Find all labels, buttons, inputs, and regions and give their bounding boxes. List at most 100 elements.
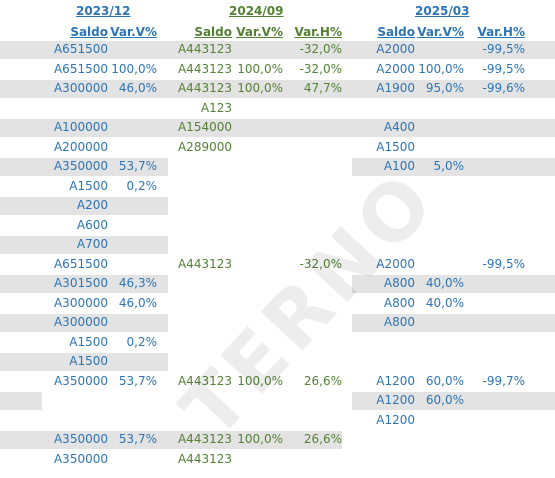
table-cell[interactable]: [232, 411, 283, 431]
table-cell[interactable]: 100,0%: [237, 81, 283, 95]
table-cell[interactable]: A600: [76, 217, 108, 232]
table-cell[interactable]: [352, 216, 415, 236]
table-cell[interactable]: A443123: [177, 81, 232, 95]
table-cell[interactable]: [284, 157, 342, 177]
table-cell[interactable]: A289000: [177, 139, 232, 154]
table-cell[interactable]: [417, 235, 464, 255]
table-cell[interactable]: [232, 177, 283, 197]
table-cell[interactable]: A651500: [53, 61, 108, 76]
table-cell[interactable]: A100: [383, 159, 415, 173]
table-cell[interactable]: [232, 235, 283, 255]
table-cell[interactable]: [168, 216, 232, 236]
table-cell[interactable]: A350000: [53, 373, 108, 388]
table-cell[interactable]: [168, 352, 232, 372]
table-cell[interactable]: 0,2%: [126, 334, 158, 349]
table-cell[interactable]: [168, 157, 232, 177]
table-cell[interactable]: -32,0%: [299, 61, 342, 76]
table-cell[interactable]: [417, 430, 464, 450]
table-cell[interactable]: 40,0%: [425, 276, 464, 290]
table-cell[interactable]: A2000: [376, 256, 415, 271]
table-cell[interactable]: [110, 196, 157, 216]
table-cell[interactable]: [284, 450, 342, 470]
table-cell[interactable]: A1200: [376, 373, 415, 388]
table-cell[interactable]: -32,0%: [299, 42, 342, 56]
table-cell[interactable]: A301500: [53, 276, 108, 290]
column-header-var-v[interactable]: Var.V%: [110, 25, 157, 39]
table-cell[interactable]: [110, 40, 157, 60]
table-cell[interactable]: 46,3%: [118, 276, 157, 290]
table-cell[interactable]: [417, 177, 464, 197]
table-cell[interactable]: [352, 450, 415, 470]
table-cell[interactable]: A100000: [53, 120, 108, 134]
table-cell[interactable]: [168, 196, 232, 216]
column-header-var-h[interactable]: Var.H%: [477, 25, 525, 39]
table-cell[interactable]: [168, 411, 232, 431]
table-cell[interactable]: [352, 430, 415, 450]
table-cell[interactable]: A350000: [53, 451, 108, 466]
table-cell[interactable]: A2000: [376, 42, 415, 56]
table-cell[interactable]: [110, 118, 157, 138]
table-cell[interactable]: 100,0%: [237, 373, 283, 388]
table-cell[interactable]: A1200: [376, 412, 415, 427]
table-cell[interactable]: A300000: [53, 81, 108, 95]
table-cell[interactable]: [168, 333, 232, 353]
table-cell[interactable]: [232, 157, 283, 177]
table-cell[interactable]: [417, 99, 464, 119]
table-cell[interactable]: 100,0%: [237, 61, 283, 76]
table-cell[interactable]: [470, 157, 525, 177]
table-cell[interactable]: [110, 450, 157, 470]
table-cell[interactable]: [284, 99, 342, 119]
table-cell[interactable]: [110, 411, 157, 431]
table-cell[interactable]: [232, 118, 283, 138]
table-cell[interactable]: 100,0%: [111, 61, 157, 76]
table-cell[interactable]: A800: [383, 276, 415, 290]
table-cell[interactable]: [232, 274, 283, 294]
table-cell[interactable]: A200000: [53, 139, 108, 154]
table-cell[interactable]: [417, 118, 464, 138]
table-cell[interactable]: [232, 138, 283, 158]
table-cell[interactable]: [470, 196, 525, 216]
table-cell[interactable]: [417, 196, 464, 216]
table-cell[interactable]: A123: [200, 100, 232, 115]
table-cell[interactable]: 53,7%: [118, 159, 157, 173]
table-cell[interactable]: [470, 333, 525, 353]
table-cell[interactable]: 95,0%: [425, 81, 464, 95]
column-header-saldo[interactable]: Saldo: [377, 25, 415, 39]
table-cell[interactable]: [110, 391, 157, 411]
table-cell[interactable]: [110, 138, 157, 158]
table-cell[interactable]: [470, 430, 525, 450]
table-cell[interactable]: [168, 294, 232, 314]
period-header-2025-03[interactable]: 2025/03: [415, 4, 470, 18]
table-cell[interactable]: -99,7%: [482, 373, 525, 388]
table-cell[interactable]: 26,6%: [303, 432, 342, 446]
period-header-2024-09[interactable]: 2024/09: [229, 4, 284, 18]
table-cell[interactable]: [168, 391, 232, 411]
table-cell[interactable]: A400: [383, 120, 415, 134]
table-cell[interactable]: A300000: [53, 315, 108, 329]
table-cell[interactable]: 0,2%: [126, 178, 158, 193]
column-header-saldo[interactable]: Saldo: [194, 25, 232, 39]
table-cell[interactable]: A1500: [69, 354, 108, 368]
table-cell[interactable]: [232, 333, 283, 353]
table-cell[interactable]: [284, 177, 342, 197]
table-cell[interactable]: [40, 99, 108, 119]
table-cell[interactable]: A1900: [376, 81, 415, 95]
table-cell[interactable]: [284, 274, 342, 294]
table-cell[interactable]: [352, 352, 415, 372]
table-cell[interactable]: [470, 235, 525, 255]
table-cell[interactable]: [470, 313, 525, 333]
table-cell[interactable]: [470, 352, 525, 372]
table-cell[interactable]: [110, 99, 157, 119]
table-cell[interactable]: [284, 138, 342, 158]
table-cell[interactable]: -99,5%: [482, 256, 525, 271]
table-cell[interactable]: [417, 313, 464, 333]
table-cell[interactable]: [284, 196, 342, 216]
table-cell[interactable]: [284, 313, 342, 333]
table-cell[interactable]: [417, 255, 464, 275]
table-cell[interactable]: [352, 99, 415, 119]
table-cell[interactable]: A2000: [376, 61, 415, 76]
table-cell[interactable]: 100,0%: [237, 432, 283, 446]
table-cell[interactable]: [232, 313, 283, 333]
table-cell[interactable]: [232, 391, 283, 411]
table-cell[interactable]: A443123: [177, 61, 232, 76]
